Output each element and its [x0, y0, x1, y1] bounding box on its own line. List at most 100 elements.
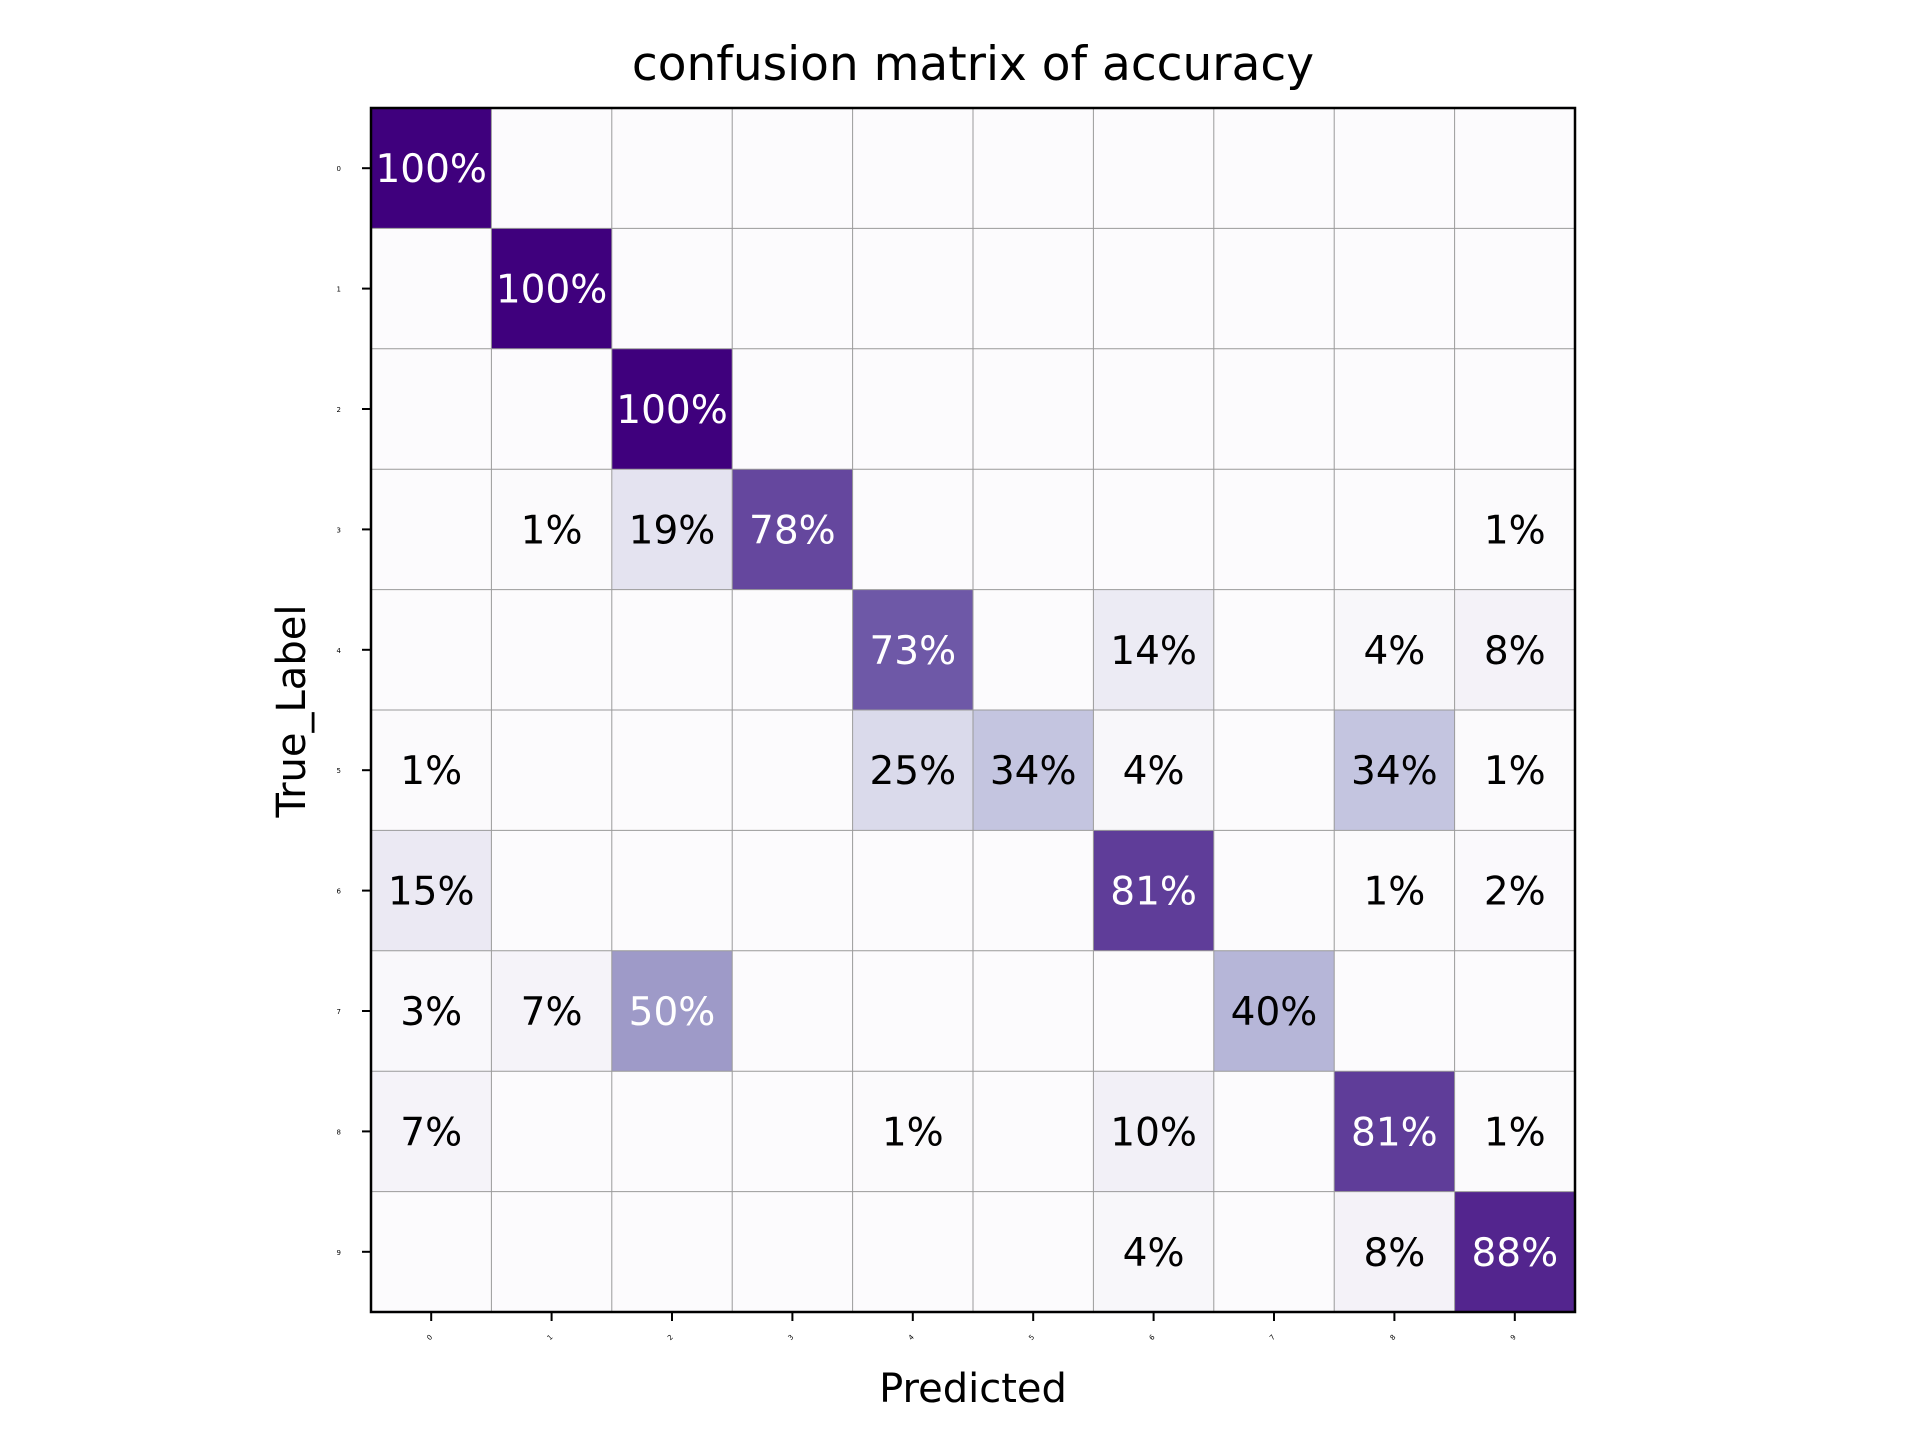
heatmap-cell [1454, 950, 1575, 1072]
cell-value-label: 2% [1484, 870, 1546, 915]
heatmap-cell [611, 1191, 733, 1312]
cell-value-label: 1% [882, 1110, 944, 1155]
heatmap-cell [1454, 348, 1575, 470]
heatmap-cell [973, 950, 1094, 1072]
heatmap-cell [491, 228, 612, 349]
heatmap-cell [611, 228, 733, 349]
cell-value-label: 81% [1351, 1110, 1438, 1155]
heatmap-cell [1093, 710, 1214, 831]
y-tick-label: 0 [337, 165, 341, 173]
heatmap-cell [371, 710, 492, 831]
heatmap-cell [732, 469, 853, 590]
heatmap-cell [973, 830, 1094, 951]
x-tick-label: 0 [425, 1333, 434, 1342]
heatmap-cell [852, 589, 973, 710]
heatmap-cell [1093, 830, 1214, 951]
heatmap-cell [491, 950, 612, 1072]
heatmap-cell [852, 228, 973, 349]
heatmap-cell [1093, 589, 1214, 710]
heatmap-cell [371, 830, 492, 951]
y-tick-label: 8 [337, 1128, 341, 1136]
cell-value-label: 81% [1110, 870, 1197, 915]
cell-value-label: 1% [400, 749, 462, 794]
heatmap-cell [852, 108, 973, 229]
heatmap-cell [732, 830, 853, 951]
cell-value-label: 100% [616, 388, 728, 433]
cell-value-label: 100% [375, 147, 487, 192]
x-axis-ticks: 0 1 2 3 4 5 6 7 8 9 [425, 1312, 1518, 1342]
heatmap-cell [1334, 830, 1455, 951]
heatmap-cell [491, 589, 612, 710]
y-axis-label: True_Label [269, 605, 315, 819]
heatmap-cell [732, 228, 853, 349]
cell-value-label: 1% [1484, 1110, 1546, 1155]
heatmap-cell [611, 589, 733, 710]
heatmap-cell [1454, 108, 1575, 229]
cell-value-label: 4% [1363, 629, 1425, 674]
heatmap-cell [611, 348, 733, 470]
y-tick-label: 4 [337, 647, 342, 655]
heatmap-cell [973, 469, 1094, 590]
heatmap-cell [371, 348, 492, 470]
y-tick-label: 3 [337, 526, 341, 534]
heatmap-cell [491, 348, 612, 470]
heatmap-cell [732, 589, 853, 710]
cell-value-label: 100% [496, 268, 608, 313]
y-tick-label: 2 [337, 406, 341, 414]
cell-value-label: 1% [1363, 870, 1425, 915]
cell-value-label: 4% [1123, 749, 1185, 794]
heatmap-cell [491, 1071, 612, 1192]
heatmap-cell [1334, 1191, 1455, 1312]
cell-value-label: 8% [1484, 629, 1546, 674]
heatmap-cell [1454, 710, 1575, 831]
heatmap-cell [973, 1071, 1094, 1192]
heatmap-cell [732, 108, 853, 229]
heatmap-cell [371, 1191, 492, 1312]
heatmap-cell [1454, 830, 1575, 951]
cell-value-label: 19% [629, 508, 716, 553]
y-tick-label: 1 [337, 286, 341, 294]
heatmap-cell [732, 1191, 853, 1312]
heatmap-cell [1093, 348, 1214, 470]
x-axis-label: Predicted [879, 1366, 1067, 1412]
heatmap-cell [973, 108, 1094, 229]
heatmap-cell [1334, 469, 1455, 590]
cell-value-label: 34% [990, 749, 1077, 794]
heatmap-cell [491, 108, 612, 229]
heatmap-cell [491, 469, 612, 590]
heatmap-cell [1213, 348, 1335, 470]
plot-frame [369, 106, 1577, 1314]
cell-value-label: 73% [869, 629, 956, 674]
heatmap-cell [1454, 1071, 1575, 1192]
heatmap-cell [611, 830, 733, 951]
heatmap-cell [732, 710, 853, 831]
heatmap-cell [973, 348, 1094, 470]
heatmap-cell [973, 710, 1094, 831]
heatmap-cell [1454, 589, 1575, 710]
heatmap-cell [852, 710, 973, 831]
heatmap-cell [611, 108, 733, 229]
heatmap-cell [1334, 710, 1455, 831]
y-tick-label: 9 [337, 1249, 341, 1257]
heatmap-cell [371, 469, 492, 590]
heatmap-cell [1454, 1191, 1575, 1312]
heatmap-cell [1454, 469, 1575, 590]
heatmap-cells: 100% 100% 100% 1% 19% 78% 1% 73% 14% 4% 8% 1% 25% 34%… [371, 108, 1575, 1312]
heatmap-cell [1213, 1191, 1335, 1312]
heatmap-cell [1093, 1071, 1214, 1192]
heatmap-cell [1093, 1191, 1214, 1312]
heatmap-cell [491, 1191, 612, 1312]
cell-value-label: 40% [1231, 990, 1318, 1035]
heatmap-cell [1334, 1071, 1455, 1192]
cell-value-label: 4% [1123, 1231, 1185, 1276]
y-tick-label: 6 [337, 888, 342, 896]
heatmap-cell [1213, 589, 1335, 710]
y-tick-label: 5 [337, 767, 341, 775]
heatmap-cell [732, 348, 853, 470]
chart-title: confusion matrix of accuracy [632, 37, 1314, 92]
heatmap-cell [1334, 228, 1455, 349]
heatmap-cell [1213, 108, 1335, 229]
heatmap-cell [1334, 108, 1455, 229]
heatmap-cell [1334, 348, 1455, 470]
